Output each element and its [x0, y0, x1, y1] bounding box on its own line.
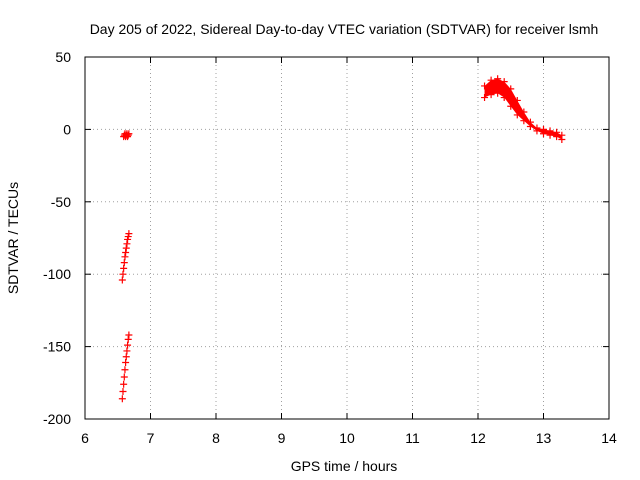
data-point	[121, 366, 129, 374]
y-axis-title: SDTVAR / TECUs	[5, 182, 21, 294]
data-point	[125, 331, 133, 339]
data-point	[125, 230, 133, 238]
y-axis-tick-labels: -200 -150 -100 -50 0 50	[43, 49, 71, 427]
data-point	[481, 94, 489, 102]
data-band	[484, 78, 562, 140]
x-tick-label: 10	[339, 430, 355, 446]
data-point	[520, 117, 528, 125]
data-point	[526, 123, 534, 131]
data-point	[124, 341, 132, 349]
x-tick-label: 6	[81, 430, 89, 446]
data-point	[500, 94, 508, 102]
data-point	[122, 248, 130, 256]
data-point	[507, 102, 515, 110]
data-point	[120, 373, 128, 381]
x-tick-label: 8	[212, 430, 220, 446]
data-point	[546, 131, 554, 139]
data-point	[118, 395, 126, 403]
y-tick-label: -100	[43, 266, 71, 282]
plot-frame	[84, 56, 610, 420]
data-point	[487, 91, 495, 99]
data-point	[124, 131, 132, 139]
y-tick-label: -150	[43, 339, 71, 355]
x-tick-label: 9	[278, 430, 286, 446]
data-point	[487, 76, 495, 84]
y-tick-label: -50	[51, 194, 71, 210]
x-tick-label: 14	[601, 430, 617, 446]
data-point	[533, 127, 541, 135]
data-point	[122, 353, 130, 361]
data-point	[122, 359, 130, 367]
x-axis-title: GPS time / hours	[291, 458, 398, 474]
grid-lines	[85, 57, 609, 419]
data-point	[500, 78, 508, 86]
data-point	[494, 75, 502, 83]
data-point	[123, 347, 131, 355]
x-tick-label: 7	[147, 430, 155, 446]
data-point	[507, 85, 515, 93]
data-point	[118, 276, 126, 284]
data-point	[481, 82, 489, 90]
data-point	[553, 133, 561, 141]
data-marks	[118, 75, 566, 403]
y-tick-label: 50	[55, 49, 71, 65]
data-point	[121, 253, 129, 261]
x-tick-label: 13	[536, 430, 552, 446]
data-point	[558, 136, 566, 144]
data-point	[119, 387, 127, 395]
x-tick-label: 11	[405, 430, 420, 446]
data-point	[119, 270, 127, 278]
data-point	[124, 335, 132, 343]
x-axis-tick-labels: 6 7 8 9 10 11 12 13 14	[81, 430, 617, 446]
data-point	[540, 130, 547, 138]
x-tick-label: 12	[470, 430, 486, 446]
data-point	[520, 108, 528, 116]
chart-title: Day 205 of 2022, Sidereal Day-to-day VTE…	[90, 21, 599, 37]
data-point	[120, 380, 128, 388]
data-point	[123, 240, 131, 248]
data-point	[120, 259, 128, 267]
data-point	[513, 111, 521, 119]
data-point	[494, 89, 502, 97]
data-point	[125, 130, 133, 138]
y-tick-label: -200	[43, 411, 71, 427]
data-point	[513, 96, 521, 104]
data-point	[122, 244, 130, 252]
data-point	[120, 264, 128, 272]
y-tick-label: 0	[63, 121, 71, 137]
